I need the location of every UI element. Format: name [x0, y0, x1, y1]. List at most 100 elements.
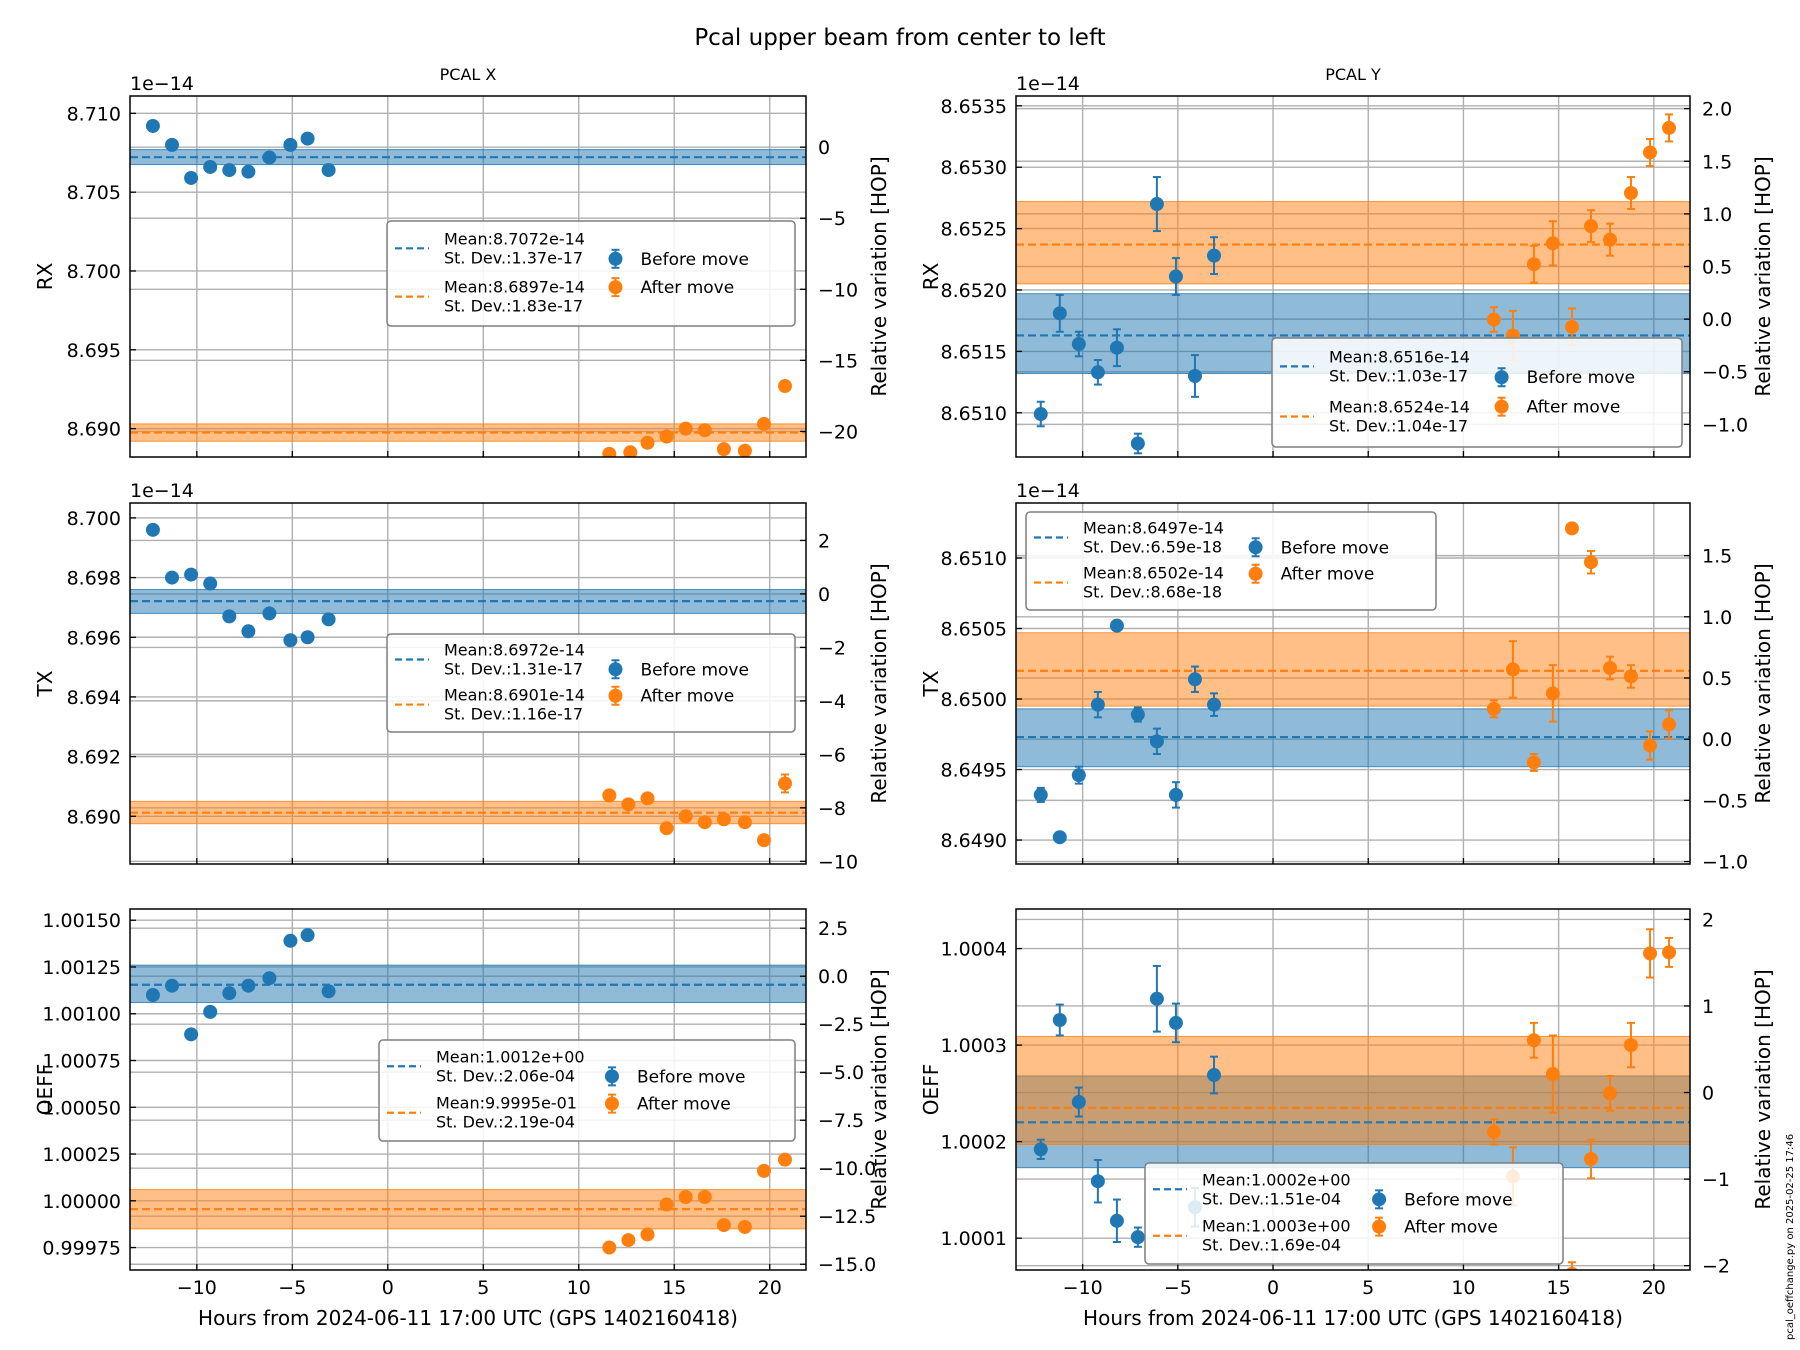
y2-tick-label: 0	[1702, 1083, 1714, 1105]
before-point	[262, 971, 277, 986]
panel-6: −10 −5 0 5 10 15 201.00011.00021.00031.0004−2−…	[919, 908, 1775, 1330]
y-tick-label: 1.0002	[941, 1132, 1007, 1154]
before-legend-mean: Mean:8.6972e-14	[444, 640, 585, 659]
before-point	[262, 150, 277, 165]
before-point	[1187, 672, 1202, 687]
legend-frame	[1271, 337, 1683, 448]
y-tick-label: 1.00050	[42, 1097, 121, 1119]
before-legend-std: St. Dev.:1.37e-17	[444, 248, 583, 267]
after-point	[1564, 521, 1579, 536]
y-tick-label: 8.696	[67, 627, 121, 649]
after-legend-mean: Mean:8.6897e-14	[444, 278, 585, 297]
y2-tick-label: −5	[818, 208, 846, 230]
before-point	[300, 630, 315, 645]
y-tick-label: 8.705	[67, 182, 121, 204]
before-point	[222, 163, 237, 178]
before-point	[145, 118, 160, 133]
y2-tick-label: −2.5	[818, 1014, 864, 1036]
x-tick-label: 5	[1362, 1277, 1374, 1299]
after-point	[1662, 120, 1677, 135]
y2-axis-label: Relative variation [HOP]	[867, 156, 891, 396]
after-legend-label: After move	[640, 687, 734, 707]
axes-frame	[1015, 908, 1691, 1271]
panel-1: 8.690 8.695 8.700 8.705 8.710 0 −5 −10 −15 −20 1e−…	[33, 65, 891, 458]
y2-tick-label: −20	[818, 421, 858, 443]
after-legend-std: St. Dev.:1.83e-17	[444, 297, 583, 316]
y-tick-label: 1.0001	[941, 1228, 1007, 1250]
y2-tick-label: −1.0	[1702, 852, 1748, 874]
footer-note: pcal_oeffchange.py on 2025-02-25 17:46	[1785, 1134, 1796, 1340]
after-point	[737, 443, 752, 457]
after-point	[1623, 669, 1638, 684]
after-point	[756, 1163, 771, 1178]
after-point	[678, 1190, 693, 1205]
before-point	[1207, 697, 1222, 712]
y-offset-label: 1e−14	[130, 73, 194, 95]
after-std-band	[1016, 632, 1690, 707]
y-tick-label: 8.692	[67, 747, 121, 769]
y2-tick-label: 2.0	[1702, 99, 1732, 121]
before-point	[1033, 407, 1048, 422]
axes-frame	[129, 502, 807, 865]
before-point	[283, 933, 298, 948]
after-point	[1603, 1086, 1618, 1101]
x-tick-label: −5	[1164, 1277, 1192, 1299]
legend-frame	[1025, 511, 1437, 611]
after-legend-std: St. Dev.:2.19e-04	[436, 1113, 575, 1132]
x-tick-label: 10	[1451, 1277, 1475, 1299]
after-std-band	[1016, 201, 1690, 285]
y2-tick-label: −15	[818, 350, 858, 372]
before-point	[1207, 1068, 1222, 1083]
before-legend-label: Before move	[1404, 1190, 1512, 1210]
x-tick-label: 0	[1267, 1277, 1279, 1299]
after-point	[659, 821, 674, 836]
after-point	[621, 1233, 636, 1248]
after-point	[1583, 1151, 1598, 1166]
after-point	[1603, 232, 1618, 247]
y2-tick-label: −4	[818, 691, 846, 713]
after-point	[1486, 701, 1501, 716]
y-tick-label: 0.99975	[42, 1238, 121, 1260]
y2-tick-label: 1.5	[1702, 151, 1732, 173]
column-title: PCAL Y	[1325, 65, 1381, 84]
after-point	[777, 1152, 792, 1167]
axes-frame	[129, 908, 807, 1271]
before-point	[145, 988, 160, 1003]
after-point	[602, 788, 617, 803]
before-legend-marker	[608, 662, 623, 677]
after-point	[602, 1240, 617, 1255]
before-point	[1109, 340, 1124, 355]
before-legend-mean: Mean:8.7072e-14	[444, 229, 585, 248]
after-point	[737, 815, 752, 830]
before-point	[1130, 707, 1145, 722]
after-point	[716, 1218, 731, 1233]
after-legend-mean: Mean:8.6901e-14	[444, 686, 585, 705]
before-point	[1090, 1174, 1105, 1189]
y-tick-label: 8.6535	[941, 96, 1007, 118]
after-point	[1486, 1124, 1501, 1139]
y-tick-label: 8.6530	[941, 157, 1007, 179]
before-legend-label: Before move	[1281, 538, 1389, 558]
before-point	[1052, 830, 1067, 845]
after-point	[697, 1190, 712, 1205]
after-legend-marker	[1494, 399, 1509, 414]
y2-tick-label: 1.0	[1702, 204, 1732, 226]
before-point	[1052, 306, 1067, 321]
before-point	[321, 163, 336, 178]
y-axis-label: TX	[33, 670, 57, 697]
before-legend-label: Before move	[640, 250, 748, 270]
y-tick-label: 8.710	[67, 103, 121, 125]
before-point	[300, 928, 315, 943]
panel-4: 8.6490 8.6495 8.6500 8.6505 8.6510 −1.0 −0.5 0.…	[919, 480, 1775, 874]
after-point	[678, 809, 693, 824]
before-point	[1109, 1213, 1124, 1228]
y2-tick-label: 0	[818, 584, 830, 606]
y-tick-label: 8.6495	[941, 760, 1007, 782]
before-point	[1149, 991, 1164, 1006]
after-point	[1583, 219, 1598, 234]
before-legend-std: St. Dev.:1.51e-04	[1202, 1189, 1341, 1208]
